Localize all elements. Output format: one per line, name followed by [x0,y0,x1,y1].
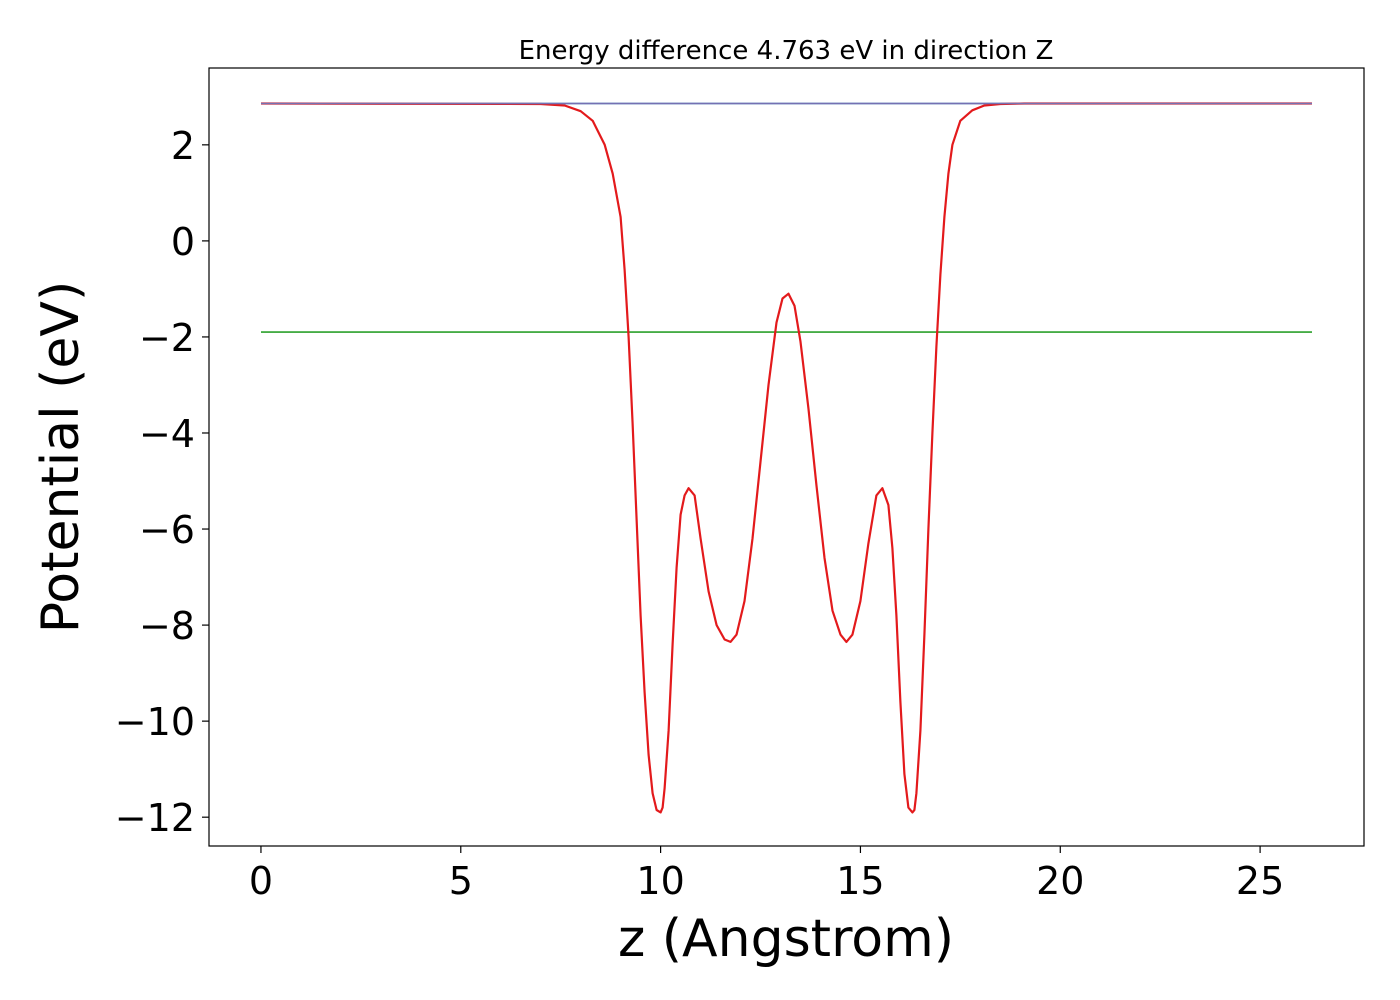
plot-area [260,102,1312,814]
x-axis-ticks: 0 5 10 15 20 25 [249,846,1284,903]
x-tick-label: 25 [1236,859,1284,903]
y-axis-ticks: 2 0 −2 −4 −6 −8 −10 −12 [115,124,209,840]
y-tick-label: −6 [139,508,195,552]
chart-title: Energy difference 4.763 eV in direction … [519,36,1054,66]
x-tick-label: 0 [249,859,273,903]
x-tick-label: 20 [1036,859,1084,903]
x-tick-label: 15 [836,859,884,903]
y-tick-label: −8 [139,604,195,648]
y-axis-label: Potential (eV) [31,281,91,633]
y-tick-label: 2 [171,124,195,168]
y-tick-label: −10 [115,700,195,744]
series-line-3 [260,102,1312,814]
y-tick-label: 0 [171,220,195,264]
x-tick-label: 5 [449,859,473,903]
x-tick-label: 10 [636,859,684,903]
y-tick-label: −2 [139,316,195,360]
plot-frame [208,67,1365,847]
y-tick-label: −4 [139,412,195,456]
y-tick-label: −12 [115,796,195,840]
x-axis-label: z (Angstrom) [618,909,954,969]
